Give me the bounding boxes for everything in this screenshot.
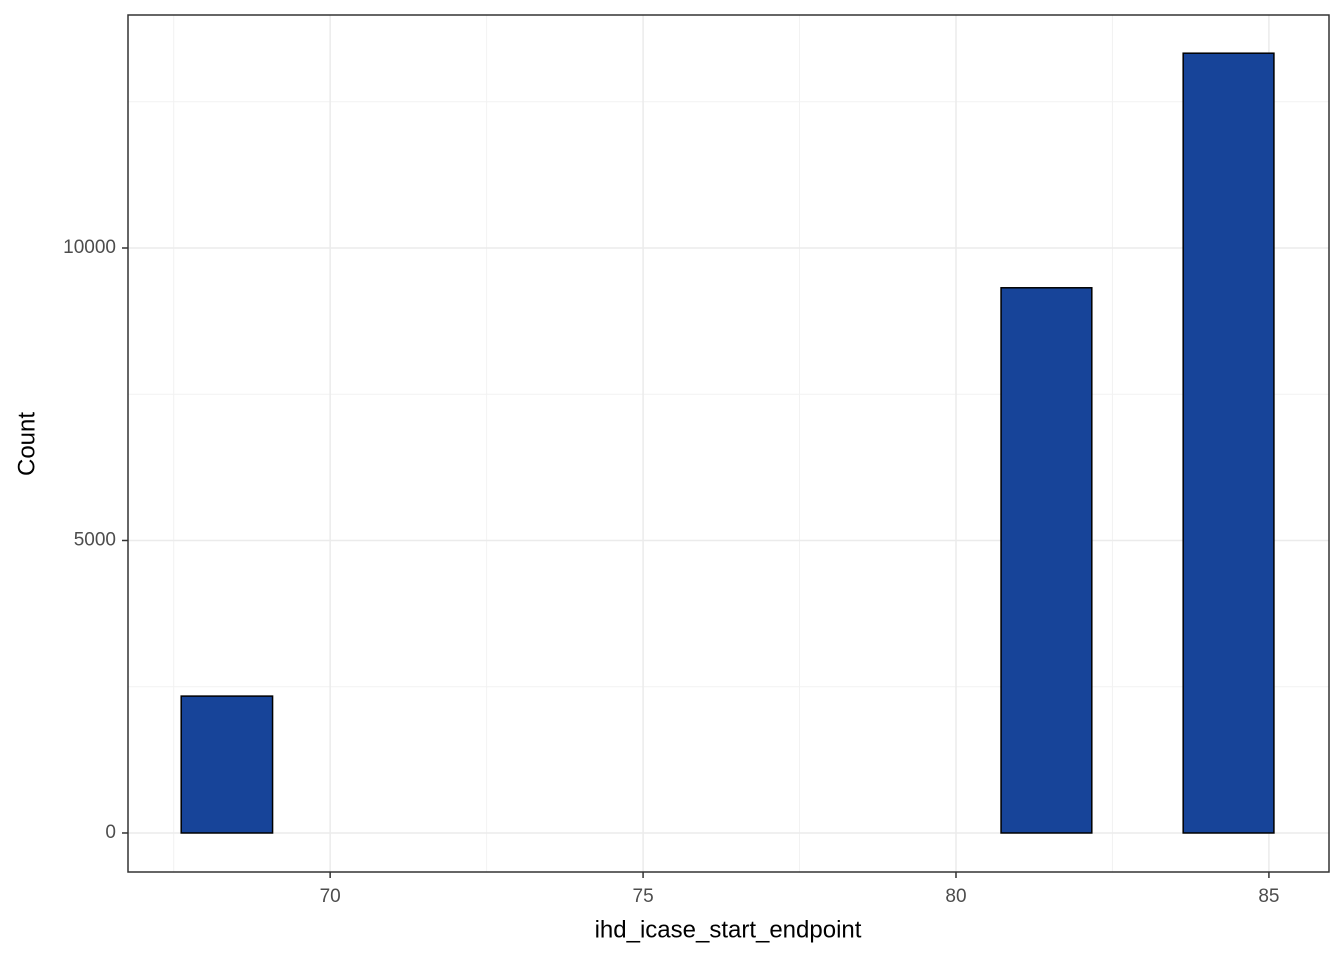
y-tick-label: 0	[105, 822, 116, 843]
bar	[1182, 52, 1275, 834]
y-tick-label: 5000	[74, 530, 116, 551]
x-tick-label: 80	[945, 886, 966, 907]
panel-background	[128, 15, 1329, 872]
bar	[1000, 287, 1093, 834]
bar	[180, 695, 274, 834]
x-tick-label: 70	[320, 886, 341, 907]
panel-border	[127, 14, 1330, 873]
x-tick-label: 75	[633, 886, 654, 907]
x-axis-title: ihd_icase_start_endpoint	[595, 916, 862, 943]
y-axis-title: Count	[13, 412, 40, 476]
y-tick-label: 10000	[63, 237, 116, 258]
x-tick-label: 85	[1258, 886, 1279, 907]
